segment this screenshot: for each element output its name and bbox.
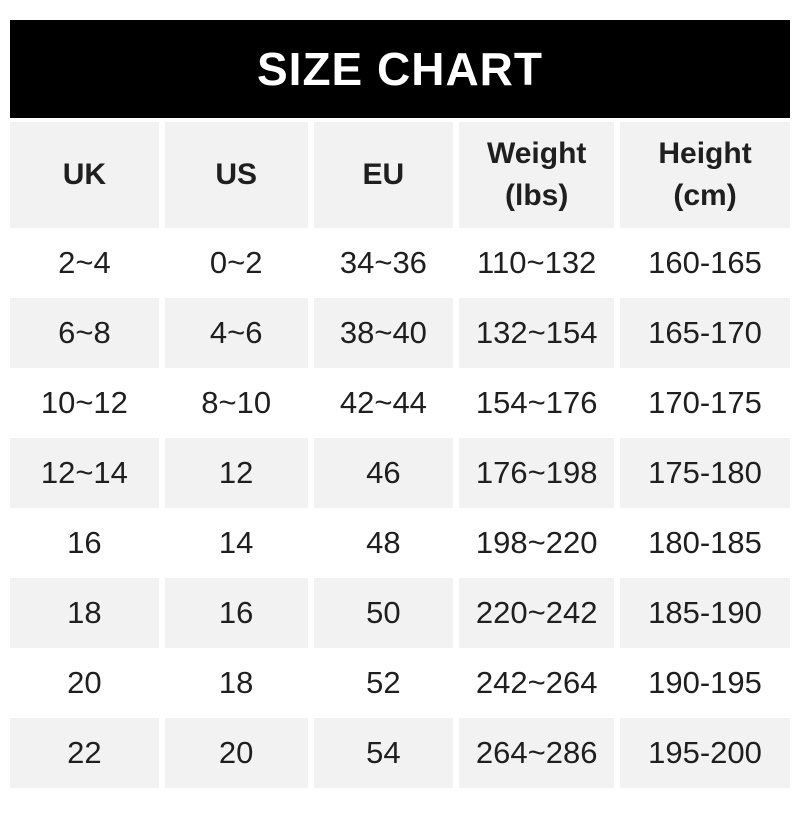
cell-uk: 22 xyxy=(10,718,159,788)
cell-us: 16 xyxy=(164,578,308,648)
page-title: SIZE CHART xyxy=(257,43,543,95)
cell-uk: 20 xyxy=(10,648,159,718)
cell-height: 195-200 xyxy=(620,718,790,788)
cell-height: 160-165 xyxy=(620,228,790,298)
column-header-height: Height (cm) xyxy=(620,122,790,228)
cell-height: 180-185 xyxy=(620,508,790,578)
cell-weight: 176~198 xyxy=(459,438,615,508)
cell-us: 8~10 xyxy=(164,368,308,438)
table-row: 16 14 48 198~220 180-185 xyxy=(10,508,790,578)
cell-uk: 16 xyxy=(10,508,159,578)
cell-us: 14 xyxy=(164,508,308,578)
column-header-eu: EU xyxy=(313,122,454,228)
cell-uk: 2~4 xyxy=(10,228,159,298)
column-header-label: UK xyxy=(62,158,107,191)
cell-eu: 54 xyxy=(313,718,454,788)
table-row: 18 16 50 220~242 185-190 xyxy=(10,578,790,648)
cell-uk: 10~12 xyxy=(10,368,159,438)
cell-us: 0~2 xyxy=(164,228,308,298)
cell-weight: 242~264 xyxy=(459,648,615,718)
cell-eu: 48 xyxy=(313,508,454,578)
header-row: UK US EU Weight (lbs) Height (cm) xyxy=(10,122,790,228)
cell-eu: 38~40 xyxy=(313,298,454,368)
table-row: 22 20 54 264~286 195-200 xyxy=(10,718,790,788)
table-row: 2~4 0~2 34~36 110~132 160-165 xyxy=(10,228,790,298)
column-header-unit: (cm) xyxy=(673,179,737,212)
cell-weight: 198~220 xyxy=(459,508,615,578)
size-chart-table: UK US EU Weight (lbs) Height (cm) 2~4 0~… xyxy=(4,122,796,788)
cell-height: 175-180 xyxy=(620,438,790,508)
cell-eu: 34~36 xyxy=(313,228,454,298)
cell-eu: 42~44 xyxy=(313,368,454,438)
cell-weight: 220~242 xyxy=(459,578,615,648)
cell-uk: 18 xyxy=(10,578,159,648)
cell-weight: 132~154 xyxy=(459,298,615,368)
column-header-weight: Weight (lbs) xyxy=(459,122,615,228)
cell-us: 20 xyxy=(164,718,308,788)
cell-us: 18 xyxy=(164,648,308,718)
cell-height: 190-195 xyxy=(620,648,790,718)
cell-height: 185-190 xyxy=(620,578,790,648)
table-row: 12~14 12 46 176~198 175-180 xyxy=(10,438,790,508)
column-header-unit: (lbs) xyxy=(505,179,569,212)
column-header-label: US xyxy=(215,158,257,191)
cell-us: 4~6 xyxy=(164,298,308,368)
cell-weight: 264~286 xyxy=(459,718,615,788)
column-header-uk: UK xyxy=(10,122,159,228)
cell-eu: 50 xyxy=(313,578,454,648)
cell-us: 12 xyxy=(164,438,308,508)
title-banner: SIZE CHART xyxy=(10,20,790,118)
cell-uk: 12~14 xyxy=(10,438,159,508)
column-header-label: Height xyxy=(658,137,752,170)
cell-height: 170-175 xyxy=(620,368,790,438)
cell-eu: 52 xyxy=(313,648,454,718)
cell-uk: 6~8 xyxy=(10,298,159,368)
cell-weight: 154~176 xyxy=(459,368,615,438)
table-row: 6~8 4~6 38~40 132~154 165-170 xyxy=(10,298,790,368)
cell-height: 165-170 xyxy=(620,298,790,368)
column-header-label: EU xyxy=(362,158,405,191)
cell-eu: 46 xyxy=(313,438,454,508)
table-row: 10~12 8~10 42~44 154~176 170-175 xyxy=(10,368,790,438)
table-row: 20 18 52 242~264 190-195 xyxy=(10,648,790,718)
column-header-label: Weight xyxy=(486,137,587,170)
column-header-us: US xyxy=(164,122,308,228)
cell-weight: 110~132 xyxy=(459,228,615,298)
